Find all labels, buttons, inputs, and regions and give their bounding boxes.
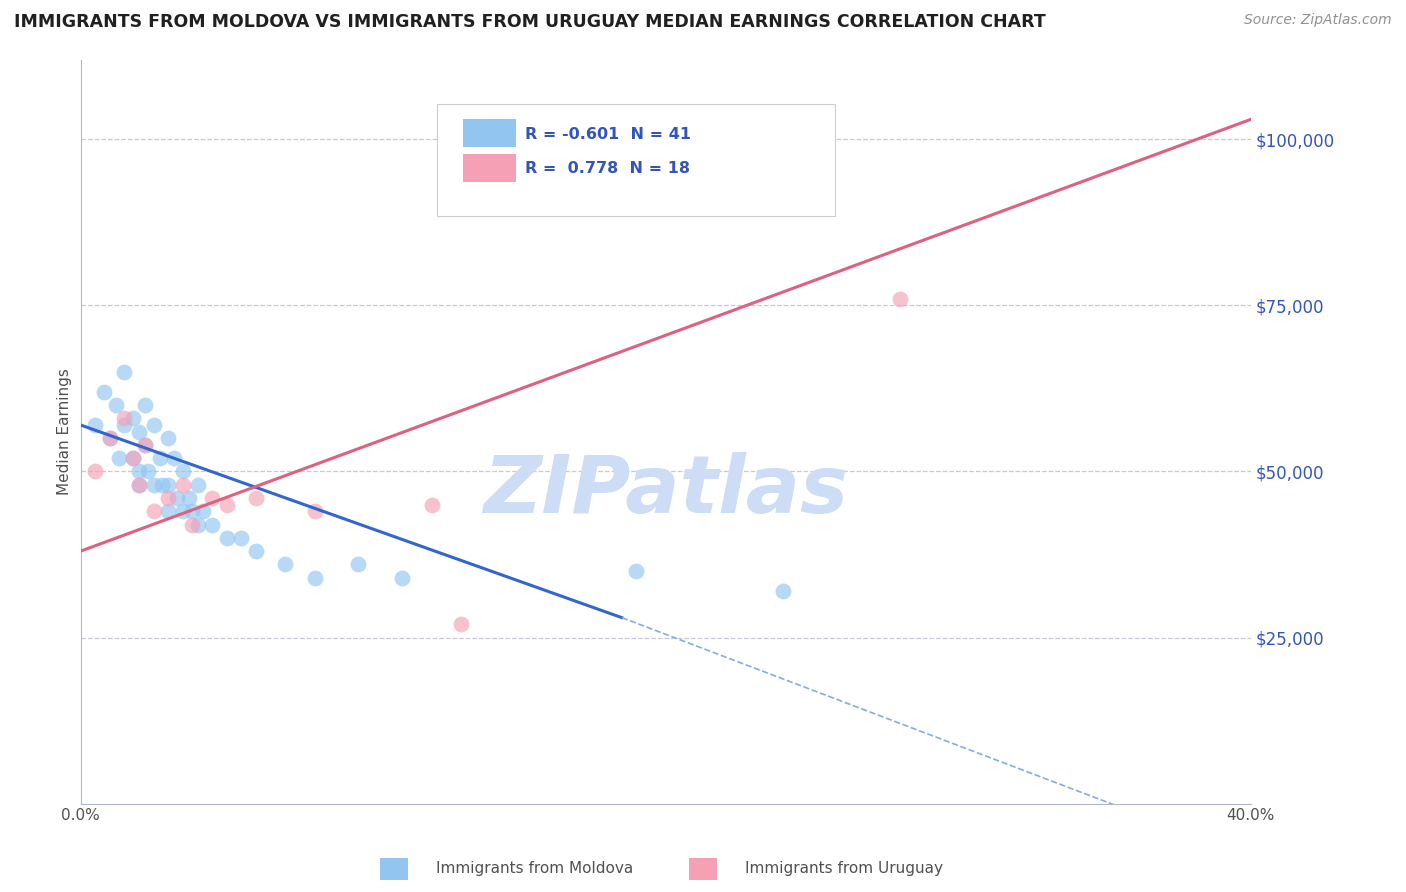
Point [128,477,150,491]
Point [98,431,121,445]
Point [274,558,297,572]
Text: Immigrants from Uruguay: Immigrants from Uruguay [745,861,942,876]
Point [245,491,267,505]
Text: Source: ZipAtlas.com: Source: ZipAtlas.com [1244,13,1392,28]
Point [93,384,115,399]
Text: R = -0.601  N = 41: R = -0.601 N = 41 [526,127,692,142]
Point [157,504,180,518]
Point [128,425,150,439]
Point [142,504,165,518]
Point [134,398,156,412]
Point [347,558,370,572]
Text: IMMIGRANTS FROM MOLDOVA VS IMMIGRANTS FROM URUGUAY MEDIAN EARNINGS CORRELATION C: IMMIGRANTS FROM MOLDOVA VS IMMIGRANTS FR… [14,13,1046,31]
Point [391,571,413,585]
Bar [463,120,516,147]
Point [107,451,129,466]
FancyBboxPatch shape [437,104,835,216]
Point [122,451,145,466]
Point [186,477,208,491]
Point [128,477,150,491]
Point [128,465,150,479]
Point [186,517,208,532]
Point [215,498,238,512]
Point [420,498,443,512]
Point [163,451,186,466]
Point [177,491,200,505]
Text: ZIPatlas: ZIPatlas [484,452,848,530]
Point [626,564,648,578]
Point [157,491,180,505]
Point [537,199,560,213]
Point [304,504,326,518]
Point [98,431,121,445]
Point [112,417,135,432]
Point [172,504,194,518]
Point [889,292,911,306]
Text: R =  0.778  N = 18: R = 0.778 N = 18 [526,161,690,177]
Point [193,504,215,518]
Point [122,451,145,466]
Point [772,584,794,599]
Point [166,491,188,505]
Point [122,411,145,425]
Point [142,477,165,491]
Point [112,411,135,425]
Point [157,477,180,491]
Y-axis label: Median Earnings: Median Earnings [58,368,72,495]
Point [134,438,156,452]
Point [84,465,107,479]
Point [215,531,238,545]
Point [450,617,472,632]
Text: Immigrants from Moldova: Immigrants from Moldova [436,861,633,876]
Point [142,417,165,432]
Point [104,398,127,412]
Point [157,431,180,445]
Point [172,477,194,491]
Point [172,465,194,479]
Bar [463,154,516,182]
Point [201,517,224,532]
Point [136,465,159,479]
Point [304,571,326,585]
Point [180,504,202,518]
Point [112,365,135,379]
Point [180,517,202,532]
Point [148,451,170,466]
Point [84,417,107,432]
Point [201,491,224,505]
Point [152,477,174,491]
Point [134,438,156,452]
Point [245,544,267,558]
Point [231,531,253,545]
